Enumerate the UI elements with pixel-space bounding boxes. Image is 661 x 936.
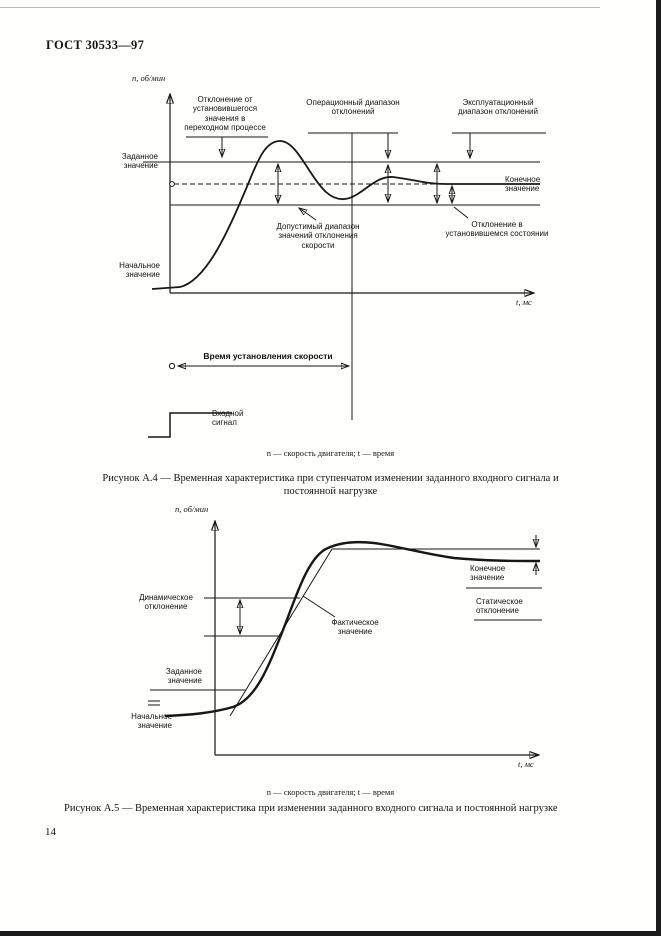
a5-y-axis-label: n, об/мин [175, 504, 209, 514]
a5-label-set-value: Заданное значение [165, 667, 202, 686]
a4-label-steady-state-deviation: Отклонение в установившемся состоянии [445, 220, 549, 239]
a5-label-final-value: Конечное значение [470, 564, 506, 583]
a4-input-step [148, 412, 232, 438]
a5-speed-curve [164, 540, 541, 718]
a5-label-dynamic-deviation: Динамическое отклонение [139, 593, 193, 612]
scan-edge-bottom [0, 931, 661, 936]
a4-x-axis-label: t, мс [516, 297, 532, 307]
a4-label-allowed-range: Допустимый диапазон значений отклонения … [276, 222, 360, 250]
a4-caption: Рисунок А.4 — Временная характеристика п… [102, 473, 559, 497]
a5-axes [215, 521, 539, 755]
a5-x-axis-label: t, мс [518, 759, 534, 769]
a4-legend: n — скорость двигателя; t — время [266, 448, 395, 458]
a5-measure-lines [148, 535, 542, 706]
a5-caption: Рисунок А.5 — Временная характеристика п… [64, 803, 558, 814]
document-header: ГОСТ 30533—97 [46, 38, 145, 52]
scan-edge-top [0, 7, 600, 8]
a4-y-axis-label: n, об/мин [132, 73, 166, 83]
a4-label-operational-range: Операционный диапазон отклонений [306, 98, 400, 117]
a4-label-input-signal: Входной сигнал [212, 409, 244, 428]
a4-label-settling-time: Время установления скорости [203, 351, 333, 361]
a4-measure-lines [168, 132, 546, 420]
a5-legend: n — скорость двигателя; t — время [266, 787, 395, 797]
scan-edge-right [656, 0, 661, 936]
a4-speed-curve [151, 140, 540, 290]
a4-label-transient-deviation: Отклонение от установившегося значения в… [184, 95, 266, 133]
a4-label-initial-value: Начальное значение [119, 261, 160, 280]
a4-label-set-value: Заданное значение [121, 152, 158, 171]
a4-label-service-range: Эксплуатационный диапазон отклонений [458, 98, 538, 117]
page-number: 14 [45, 826, 56, 838]
a5-label-static-deviation: Статическое отклонение [476, 597, 523, 616]
a5-label-actual-value: Фактическое значение [331, 618, 379, 637]
a5-set-value-line [229, 548, 540, 717]
a4-label-final-value: Конечное значение [505, 175, 541, 194]
a5-label-initial-value: Начальное значение [131, 712, 172, 731]
